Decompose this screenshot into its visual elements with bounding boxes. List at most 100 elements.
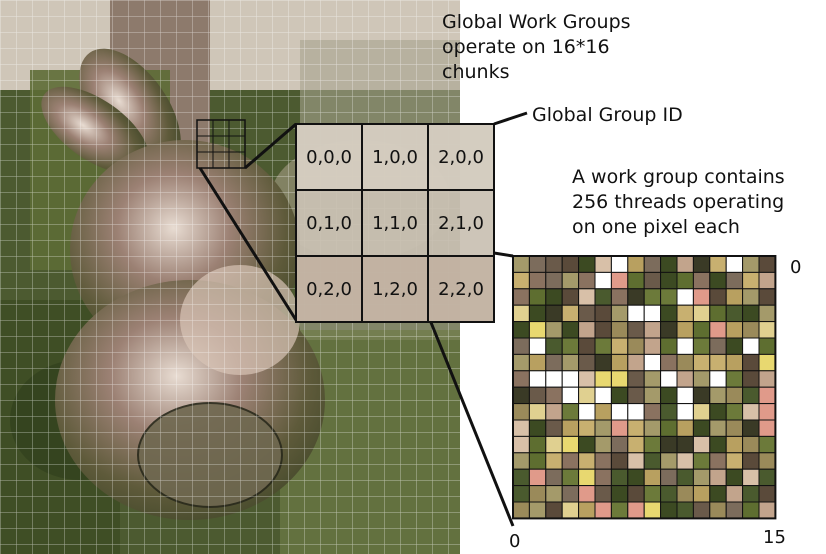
pixel-cell [578, 255, 596, 273]
pixel-cell [709, 288, 727, 306]
pixel-cell [528, 353, 547, 372]
pixel-cell [610, 321, 629, 339]
pixel-cell [545, 271, 563, 290]
pixel-cell [610, 386, 629, 405]
pixel-cell [545, 419, 563, 437]
pixel-cell [528, 386, 547, 405]
pixel-cell [594, 321, 612, 339]
pixel-cell [725, 370, 744, 388]
axis-label-bottom-left: 0 [509, 531, 521, 552]
pixel-cell [725, 485, 744, 503]
pixel-cell [725, 337, 744, 355]
pixel-cell [561, 485, 580, 503]
pixel-cell [758, 419, 776, 437]
pixel-cell [643, 452, 662, 470]
pixel-cell [545, 403, 563, 421]
pixel-cell [512, 501, 530, 519]
pixel-cell [742, 419, 760, 437]
pixel-cell [676, 288, 694, 306]
pixel-cell [725, 435, 744, 454]
pixel-cell [627, 386, 645, 405]
pixel-cell [561, 468, 580, 487]
pixel-cell [643, 304, 662, 323]
pixel-cell [578, 386, 596, 405]
pixel-cell [725, 501, 744, 519]
pixel-cell [512, 304, 530, 323]
pixel-cell [660, 321, 678, 339]
pixel-cell [594, 501, 612, 519]
pixel-cell [692, 370, 711, 388]
group-id-1-2: 1,2,0 [372, 278, 418, 300]
pixel-cell [578, 452, 596, 470]
pixel-cell [594, 485, 612, 503]
pixel-cell [561, 403, 580, 421]
pixel-cell [528, 288, 547, 306]
pixel-cell [561, 288, 580, 306]
work-group-line-3: on one pixel each [572, 216, 740, 238]
pixel-cell [528, 370, 547, 388]
pixel-cell [594, 337, 612, 355]
pixel-cell [512, 386, 530, 405]
pixel-cell [627, 403, 645, 421]
pixel-cell [742, 386, 760, 405]
pixel-cell [528, 419, 547, 437]
pixel-cell [594, 452, 612, 470]
pixel-cell [709, 353, 727, 372]
pixel-cell [594, 403, 612, 421]
pixel-cell [725, 288, 744, 306]
pixel-cell [627, 337, 645, 355]
axis-label-top-right: 0 [790, 257, 802, 278]
pixel-cell [578, 435, 596, 454]
pixel-cell [660, 255, 678, 273]
pixel-cell [660, 403, 678, 421]
pixel-cell [692, 468, 711, 487]
pixel-cell [725, 419, 744, 437]
group-id-1-1: 1,1,0 [372, 212, 418, 234]
pixel-cell [692, 403, 711, 421]
pixel-cell [758, 403, 776, 421]
pixel-cell [709, 435, 727, 454]
pixel-cell [676, 271, 694, 290]
pixel-cell [692, 321, 711, 339]
pixel-cell [725, 468, 744, 487]
pixel-cell [512, 485, 530, 503]
pixel-cell [578, 288, 596, 306]
pixel-cell [643, 468, 662, 487]
pixel-cell [627, 485, 645, 503]
pixel-cell [692, 255, 711, 273]
pixel-cell [578, 271, 596, 290]
pixel-cell [594, 370, 612, 388]
pixel-cell [758, 271, 776, 290]
group-id-2-0: 2,0,0 [438, 146, 484, 168]
pixel-cell [594, 353, 612, 372]
pixel-cell [660, 435, 678, 454]
pixel-cell [742, 271, 760, 290]
pixel-cell [627, 321, 645, 339]
pixel-cell [692, 435, 711, 454]
pixel-cell [561, 370, 580, 388]
pixel-cell [528, 452, 547, 470]
group-id-0-1: 0,1,0 [306, 212, 352, 234]
pixel-cell [676, 468, 694, 487]
pixel-cell [561, 501, 580, 519]
pixel-cell [610, 255, 629, 273]
pixel-cell [643, 370, 662, 388]
pixel-cell [692, 386, 711, 405]
pixel-cell [528, 337, 547, 355]
pixel-cell [594, 435, 612, 454]
pixel-cell [578, 353, 596, 372]
pixel-cell [643, 353, 662, 372]
pixel-cell [742, 304, 760, 323]
pixel-cell [742, 255, 760, 273]
pixel-cell [594, 386, 612, 405]
pixel-cell [545, 468, 563, 487]
pixel-cell [627, 271, 645, 290]
pixel-cell [676, 485, 694, 503]
pixel-cell [528, 468, 547, 487]
pixel-cell [660, 304, 678, 323]
pixel-cell [709, 386, 727, 405]
pixel-cell [561, 452, 580, 470]
pixel-cell [545, 435, 563, 454]
pixel-cell [709, 468, 727, 487]
